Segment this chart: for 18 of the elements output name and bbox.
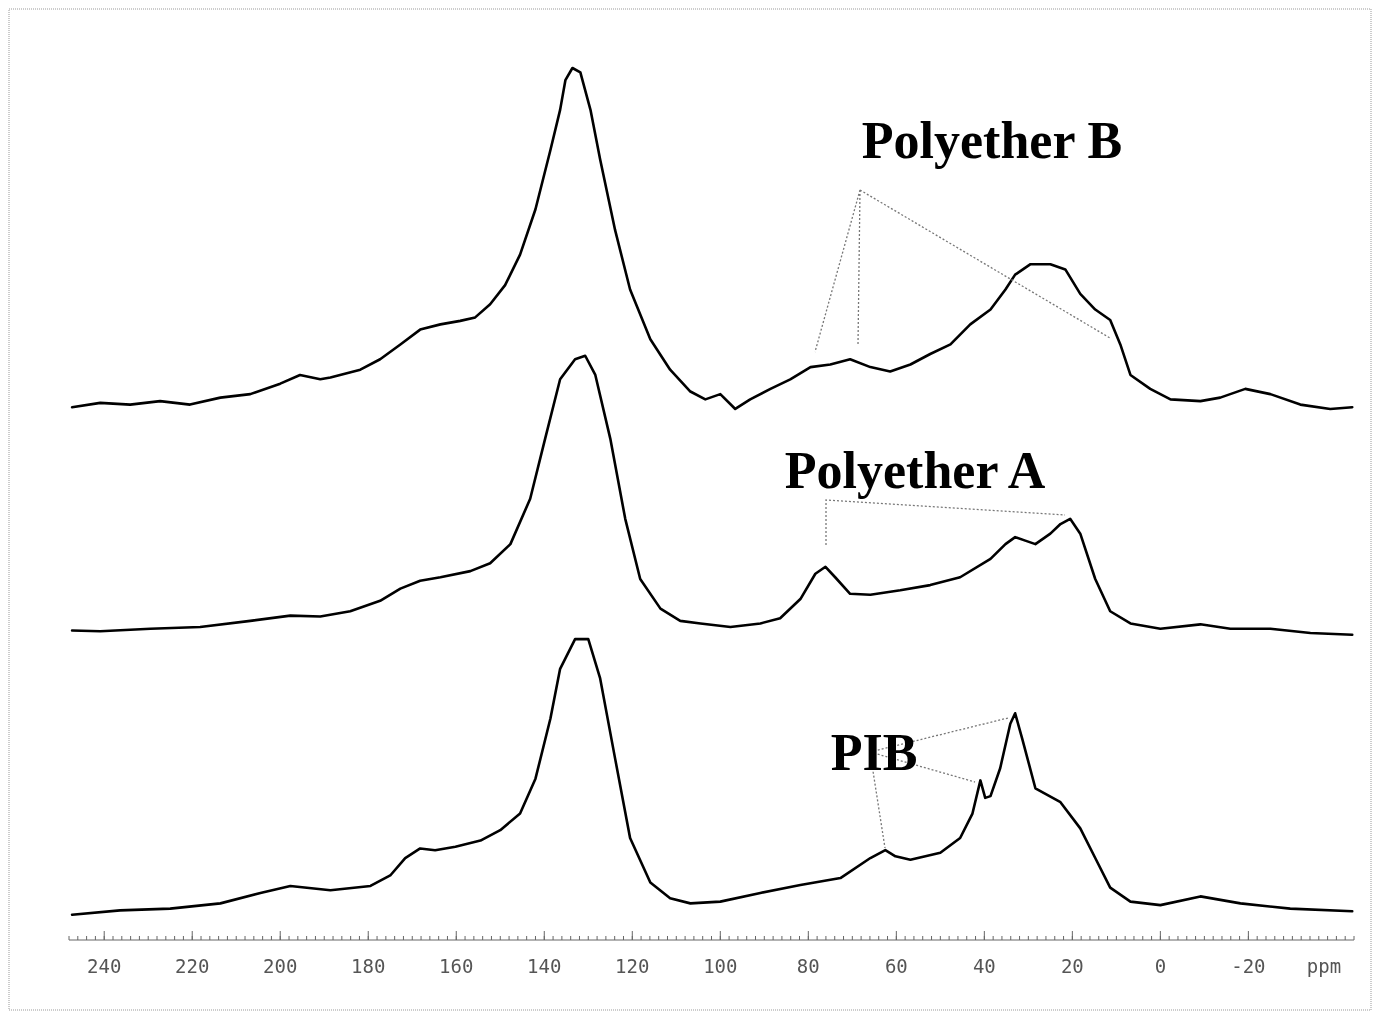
x-tick-label: 100: [703, 955, 738, 977]
annotation: Polyether B: [861, 112, 1123, 169]
x-tick-label: 60: [884, 955, 908, 977]
annotation: PIB: [830, 724, 918, 781]
x-axis-title: ppm: [1306, 955, 1342, 977]
x-tick-label: 120: [615, 955, 650, 977]
annotation: Polyether A: [784, 442, 1046, 499]
x-tick-label: 200: [263, 955, 298, 977]
x-tick-label: 160: [439, 955, 474, 977]
x-tick-label: 20: [1060, 955, 1084, 977]
x-tick-label: 220: [175, 955, 210, 977]
x-tick-label: 80: [796, 955, 820, 977]
x-tick-label: 40: [972, 955, 996, 977]
x-tick-label: 140: [527, 955, 562, 977]
x-tick-label: -20: [1231, 955, 1266, 977]
x-tick-label: 180: [351, 955, 386, 977]
x-tick-label: 240: [87, 955, 122, 977]
x-tick-label: 0: [1154, 955, 1167, 977]
